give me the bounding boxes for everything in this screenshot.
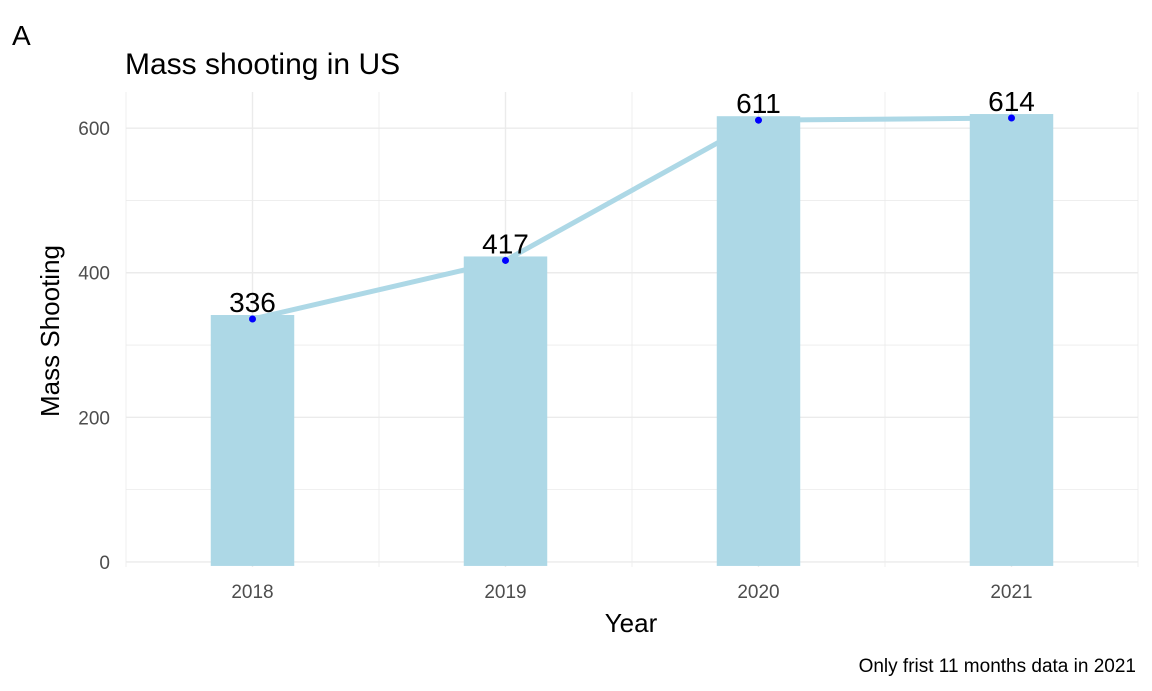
points (249, 114, 1015, 323)
y-tick-label: 200 (78, 408, 110, 429)
x-tick-label: 2018 (231, 582, 273, 603)
bar-2021 (969, 114, 1054, 566)
y-axis-ticks: 0 200 400 600 (78, 119, 110, 574)
data-label-2020: 611 (736, 88, 781, 119)
x-axis-label: Year (605, 608, 658, 638)
x-tick-label: 2020 (737, 582, 779, 603)
bar-2019 (463, 256, 548, 566)
trend-line-layer (250, 115, 1014, 322)
y-tick-label: 0 (99, 553, 110, 574)
point-2018 (249, 315, 256, 323)
x-tick-label: 2019 (484, 582, 526, 603)
x-tick-label: 2021 (990, 582, 1032, 603)
point-2020 (755, 116, 762, 124)
data-label-2019: 417 (482, 228, 529, 259)
y-tick-label: 400 (78, 264, 110, 285)
point-2021 (1008, 114, 1015, 122)
panel-label: A (12, 20, 31, 51)
data-label-2018: 336 (229, 287, 276, 318)
chart-caption: Only frist 11 months data in 2021 (859, 656, 1136, 677)
bar-2018 (210, 315, 295, 566)
data-label-2021: 614 (988, 86, 1035, 117)
x-axis-ticks: 2018 2019 2020 2021 (231, 582, 1032, 603)
y-axis-label: Mass Shooting (35, 245, 65, 417)
point-2019 (502, 256, 509, 264)
grid-minor (125, 92, 1139, 567)
y-tick-label: 600 (78, 119, 110, 140)
bar-2020 (716, 116, 801, 566)
bars (210, 114, 1054, 566)
chart-title: Mass shooting in US (125, 48, 400, 81)
trend-line (250, 115, 1014, 322)
data-labels: 336 417 611 614 (229, 86, 1035, 318)
